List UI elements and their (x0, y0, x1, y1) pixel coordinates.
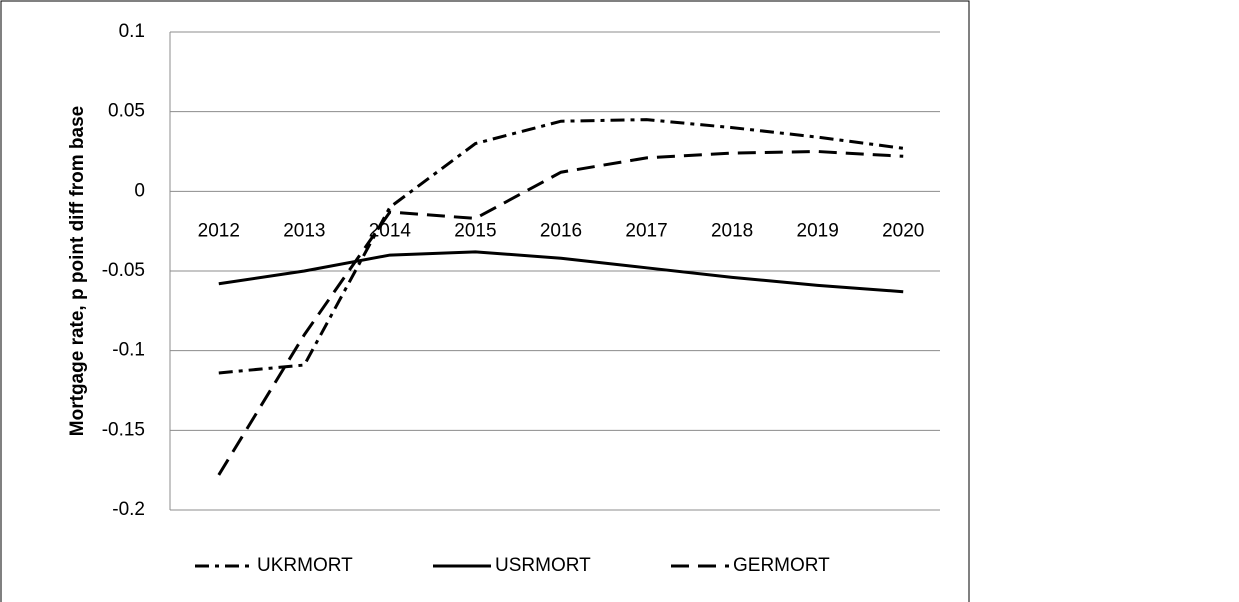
y-tick-label: 0 (134, 180, 145, 201)
x-tick-label: 2016 (540, 220, 582, 241)
x-tick-label: 2019 (797, 220, 839, 241)
legend-label: GERMORT (733, 555, 830, 576)
x-tick-label: 2012 (198, 220, 240, 241)
line-series (218, 250, 904, 294)
chart-frame (0, 0, 970, 602)
y-tick-label: -0.05 (102, 260, 145, 281)
y-tick-label: -0.1 (112, 340, 145, 361)
line-series (217, 149, 904, 476)
y-tick-label: 0.05 (108, 101, 145, 122)
legend-label: UKRMORT (257, 555, 353, 576)
y-axis-label: Mortgage rate, p point diff from base (67, 106, 88, 436)
line-series (218, 118, 904, 375)
y-tick-label: 0.1 (119, 21, 145, 42)
x-tick-label: 2018 (711, 220, 753, 241)
x-tick-label: 2013 (283, 220, 325, 241)
x-tick-label: 2020 (882, 220, 924, 241)
x-tick-label: 2017 (625, 220, 667, 241)
x-tick-label: 2014 (369, 220, 412, 241)
y-tick-label: -0.2 (112, 499, 145, 520)
y-tick-label: -0.15 (102, 419, 145, 440)
legend-label: USRMORT (495, 555, 591, 576)
x-tick-label: 2015 (454, 220, 496, 241)
